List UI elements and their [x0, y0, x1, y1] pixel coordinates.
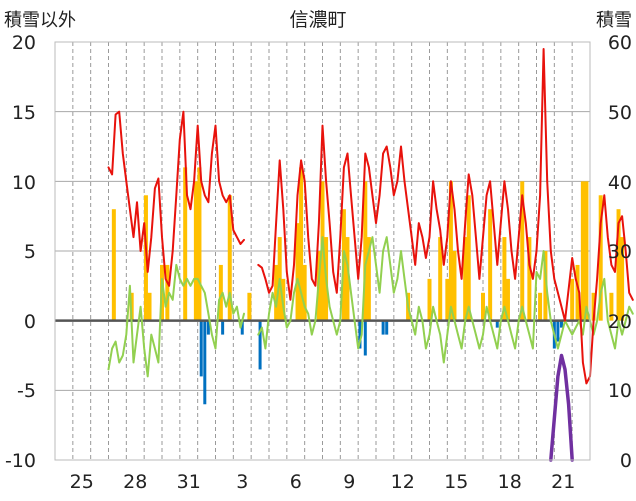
- orange-bar: [575, 264, 580, 321]
- orange-bar: [570, 278, 575, 321]
- left-tick: -5: [17, 380, 36, 402]
- x-tick-label: 6: [290, 471, 302, 493]
- left-tick: 5: [24, 241, 36, 263]
- orange-bar: [193, 181, 198, 321]
- orange-bar: [620, 237, 625, 321]
- green-series-line: [107, 236, 634, 378]
- x-tick-label: 25: [70, 471, 94, 493]
- orange-bar: [274, 264, 279, 321]
- orange-bar: [598, 195, 603, 321]
- orange-bar: [197, 167, 202, 321]
- orange-bar: [247, 292, 252, 321]
- orange-bar: [584, 181, 589, 321]
- left-axis-label: 積雪以外: [4, 10, 76, 31]
- x-tick-label: 9: [343, 471, 355, 493]
- orange-bar: [299, 167, 304, 321]
- left-tick: 15: [12, 102, 36, 124]
- orange-bar: [609, 292, 614, 321]
- x-tick-label: 28: [123, 471, 147, 493]
- line-series: [55, 48, 636, 461]
- right-axis-ticks: 60 50 40 30 20 10 0: [608, 32, 632, 472]
- x-tick-label: 21: [551, 471, 575, 493]
- orange-bar: [111, 209, 116, 321]
- orange-bar: [527, 237, 532, 321]
- right-axis-label: 積雪: [596, 10, 632, 31]
- orange-bar: [543, 251, 548, 321]
- orange-bar: [580, 181, 585, 321]
- right-tick: 50: [608, 102, 632, 124]
- orange-bar: [591, 292, 596, 321]
- blue-bar: [363, 320, 367, 356]
- red-series-line: [107, 48, 634, 385]
- orange-bar: [463, 237, 468, 321]
- orange-bar: [295, 223, 300, 321]
- right-tick: 0: [620, 450, 632, 472]
- orange-bar: [520, 181, 525, 321]
- blue-bar: [240, 320, 244, 335]
- orange-bar: [302, 264, 307, 321]
- orange-bar: [448, 181, 453, 321]
- blue-bar: [203, 320, 207, 405]
- x-tick-label: 15: [444, 471, 468, 493]
- x-tick-label: 18: [498, 471, 522, 493]
- orange-bar: [445, 278, 450, 321]
- blue-bar: [381, 320, 385, 335]
- right-tick: 40: [608, 172, 632, 194]
- right-tick: 60: [608, 32, 632, 54]
- orange-bar: [320, 181, 325, 321]
- blue-bar: [495, 320, 499, 328]
- orange-bar: [227, 195, 232, 321]
- chart-title: 信濃町: [289, 9, 346, 31]
- orange-bar: [147, 292, 152, 321]
- orange-bar: [183, 167, 188, 321]
- x-axis-ticks: 25 28 31 3 6 9 12 15 18 21: [70, 471, 576, 493]
- plot-area: [54, 41, 591, 461]
- orange-bar: [488, 209, 493, 321]
- orange-bar: [366, 237, 371, 321]
- orange-bar: [538, 292, 543, 321]
- orange-bar: [481, 292, 485, 321]
- x-tick-label: 31: [177, 471, 201, 493]
- blue-bar: [206, 320, 210, 335]
- left-tick: 10: [12, 172, 36, 194]
- blue-bar: [559, 320, 563, 328]
- orange-bar: [218, 264, 223, 321]
- orange-bar: [165, 264, 170, 321]
- x-tick-label: 12: [391, 471, 415, 493]
- blue-bar: [556, 320, 560, 342]
- orange-bar: [502, 237, 507, 321]
- blue-bar: [385, 320, 389, 335]
- right-tick: 10: [608, 380, 632, 402]
- right-tick: 20: [608, 311, 632, 333]
- left-tick: 0: [24, 311, 36, 333]
- blue-bar: [258, 320, 262, 370]
- orange-bar: [345, 237, 350, 321]
- left-axis-ticks: 20 15 10 5 0 -5 -10: [5, 32, 36, 472]
- orange-bar: [505, 278, 510, 321]
- orange-bar: [363, 181, 368, 321]
- purple-series-line: [551, 356, 636, 461]
- left-tick: -10: [5, 450, 36, 472]
- orange-bar: [427, 278, 432, 321]
- orange-bar: [438, 237, 443, 321]
- orange-bar: [466, 195, 471, 321]
- blue-bar: [358, 320, 362, 349]
- orange-bar: [452, 251, 457, 321]
- x-tick-label: 3: [236, 471, 248, 493]
- blue-bar: [221, 320, 225, 335]
- orange-bar: [616, 209, 621, 321]
- blue-bar: [199, 320, 203, 377]
- right-tick: 30: [608, 241, 632, 263]
- left-tick: 20: [12, 32, 36, 54]
